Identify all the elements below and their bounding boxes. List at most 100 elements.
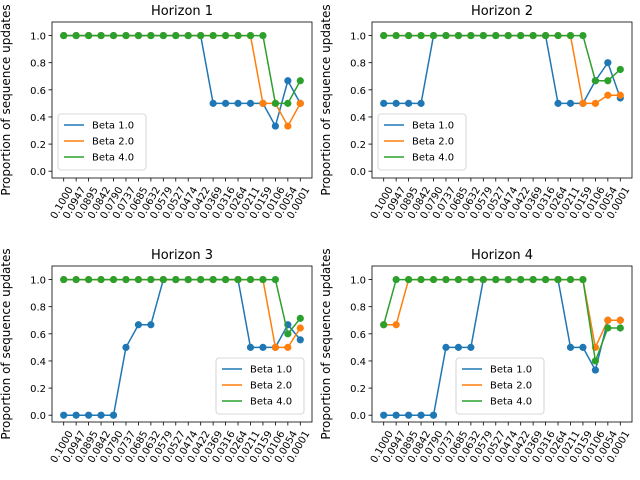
data-point [284,99,292,107]
data-point [604,316,612,324]
data-point [159,275,167,284]
data-point [405,275,413,284]
y-axis-label: Proportion of sequence updates [319,248,333,439]
data-point [467,31,475,40]
series-line-beta-3 [63,34,301,105]
chart-title: Horizon 4 [471,248,533,263]
y-tick-label: 0.0 [350,411,366,422]
data-point [284,122,292,130]
data-point [60,31,68,40]
y-tick-label: 0.8 [30,303,46,314]
data-point [147,275,155,284]
data-point [85,275,93,284]
legend-entry: Beta 2.0 [412,137,454,148]
data-point [405,411,413,419]
data-point [616,316,624,324]
y-tick-label: 0.2 [30,140,46,151]
data-point [442,275,450,284]
y-tick-label: 0.6 [30,86,46,97]
data-point [271,275,279,284]
data-point [504,275,512,284]
data-point [479,275,487,284]
data-point [579,31,587,40]
data-point [604,324,612,332]
y-tick-label: 1.0 [350,32,366,43]
data-point [284,343,292,351]
y-tick-label: 0.8 [350,303,366,314]
data-point [109,31,118,40]
data-point [467,343,475,351]
legend-entry: Beta 4.0 [250,397,292,408]
y-axis-label: Proportion of sequence updates [0,4,13,195]
data-point [392,411,400,419]
data-point [517,275,525,284]
data-point [566,343,575,351]
y-tick-label: 0.2 [350,140,366,151]
y-tick-label: 0.6 [30,330,46,341]
data-point [85,411,93,419]
data-point [492,275,500,284]
y-tick-label: 0.4 [350,113,366,124]
y-tick-label: 0.4 [350,357,366,368]
data-point [392,275,400,284]
data-point [296,77,304,85]
data-point [147,321,155,329]
y-tick-label: 0.8 [30,59,46,70]
data-point [134,31,143,40]
data-point [541,275,550,284]
data-point [579,275,587,284]
series-line-beta-2 [383,34,621,105]
data-point [246,343,255,351]
legend: Beta 1.0 Beta 2.0 Beta 4.0 [377,113,467,171]
data-point [604,91,612,99]
data-point [122,31,130,40]
data-point [492,31,500,40]
data-point [246,99,255,107]
data-point [604,59,612,67]
data-point [221,31,230,40]
y-tick-label: 0.2 [30,384,46,395]
data-point [209,99,217,107]
data-point [284,77,292,85]
data-point [579,99,587,107]
series-line-beta-2 [63,278,301,349]
data-point [504,31,512,40]
data-point [72,411,80,419]
y-tick-label: 0.8 [350,59,366,70]
data-point [296,99,304,107]
y-tick-label: 0.4 [30,113,46,124]
data-point [392,99,400,107]
chart-title: Horizon 1 [151,4,213,19]
data-point [85,31,93,40]
data-point [97,275,105,284]
data-point [417,31,425,40]
data-point [246,275,255,284]
series-line-beta-1 [383,34,622,105]
data-point [442,343,450,351]
data-point [209,275,217,284]
data-point [417,411,425,419]
data-point [442,31,450,40]
subplot-3: Horizon 3 Proportion of sequence updates 0… [0,248,312,465]
data-point [429,275,438,284]
legend: Beta 1.0 Beta 2.0 Beta 4.0 [455,357,545,415]
legend-box [215,357,305,415]
y-tick-label: 1.0 [30,276,46,287]
legend: Beta 1.0 Beta 2.0 Beta 4.0 [57,113,147,171]
data-point [159,31,167,40]
data-point [184,275,192,284]
legend-entry: Beta 1.0 [412,121,454,132]
data-point [591,77,599,85]
y-tick-label: 0.4 [30,357,46,368]
data-point [147,31,155,40]
legend-entry: Beta 4.0 [412,153,454,164]
data-point [579,343,587,351]
y-tick-label: 1.0 [30,32,46,43]
data-point [380,321,388,329]
data-point [72,31,80,40]
data-point [259,99,267,107]
data-point [454,275,463,284]
legend: Beta 1.0 Beta 2.0 Beta 4.0 [215,357,305,415]
data-point [417,99,425,107]
